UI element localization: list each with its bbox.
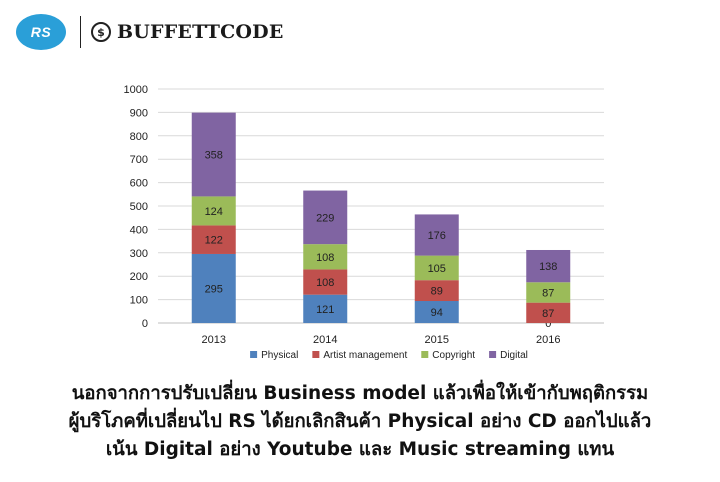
data-label: 124 xyxy=(205,206,223,218)
bar-segment-digital xyxy=(526,249,571,283)
stacked-bar-chart: 0 100 200 300 400 500 600 700 800 900 1000 295 122 12… xyxy=(124,84,604,361)
legend-swatch xyxy=(250,351,258,358)
data-label: 0 xyxy=(545,318,551,330)
y-tick-label: 1000 xyxy=(124,84,148,96)
bar-segment-artist-management xyxy=(526,302,571,323)
bar-segment-artist-management xyxy=(191,225,236,254)
legend-label: Artist management xyxy=(323,350,407,361)
data-label: 108 xyxy=(316,252,334,264)
legend-label: Digital xyxy=(500,350,528,361)
bar-segment-digital xyxy=(191,112,236,197)
y-tick-label: 300 xyxy=(130,248,148,260)
bar-segment-copyright xyxy=(414,255,459,281)
header-divider xyxy=(80,16,81,48)
buffettcode-coin-icon: $ xyxy=(91,22,111,42)
bar-segment-digital xyxy=(303,190,348,245)
data-label: 122 xyxy=(205,235,223,247)
site-name: BUFFETTCODE xyxy=(117,21,284,43)
y-tick-label: 800 xyxy=(130,131,148,143)
y-tick-label: 600 xyxy=(130,178,148,190)
data-label: 138 xyxy=(539,261,557,273)
bar-segment-copyright xyxy=(191,196,236,226)
x-tick-label: 2014 xyxy=(313,334,337,346)
bar-segment-copyright xyxy=(303,244,348,270)
data-label: 87 xyxy=(542,308,554,320)
legend-swatch xyxy=(489,351,497,358)
data-label: 89 xyxy=(431,286,443,298)
caption: นอกจากการปรับเปลี่ยน Business model แล้ว… xyxy=(10,380,710,464)
bar-segment-artist-management xyxy=(303,269,348,295)
data-label: 295 xyxy=(205,283,223,295)
bar-segment-physical xyxy=(303,294,348,323)
bar-segment-digital xyxy=(414,214,459,256)
y-tick-label: 500 xyxy=(130,201,148,213)
y-tick-label: 200 xyxy=(130,271,148,283)
y-tick-label: 100 xyxy=(130,295,148,307)
x-tick-label: 2016 xyxy=(536,334,560,346)
caption-line-1: นอกจากการปรับเปลี่ยน Business model แล้ว… xyxy=(71,383,649,404)
bar-segment-physical xyxy=(414,301,459,323)
bar-segment-artist-management xyxy=(414,280,459,302)
rs-logo: RS xyxy=(16,14,66,50)
data-label: 87 xyxy=(542,287,554,299)
bar-segment-physical xyxy=(191,253,236,323)
caption-line-2: ผู้บริโภคที่เปลี่ยนไป RS ได้ยกเลิกสินค้า… xyxy=(68,411,652,432)
data-label: 108 xyxy=(316,277,334,289)
y-tick-label: 900 xyxy=(130,107,148,119)
data-label: 94 xyxy=(431,307,443,319)
caption-line-3: เน้น Digital อย่าง Youtube และ Music str… xyxy=(105,439,615,460)
data-label: 176 xyxy=(428,230,446,242)
x-tick-label: 2013 xyxy=(202,334,226,346)
legend-swatch xyxy=(421,351,429,358)
x-tick-label: 2015 xyxy=(425,334,449,346)
data-label: 105 xyxy=(428,263,446,275)
data-label: 229 xyxy=(316,212,334,224)
y-tick-label: 700 xyxy=(130,154,148,166)
legend-label: Physical xyxy=(261,350,298,361)
header: RS $ BUFFETTCODE xyxy=(16,10,284,54)
y-tick-label: 400 xyxy=(130,224,148,236)
bar-segment-copyright xyxy=(526,282,571,303)
legend-swatch xyxy=(312,351,320,358)
data-label: 358 xyxy=(205,150,223,162)
y-tick-label: 0 xyxy=(142,318,148,330)
legend-label: Copyright xyxy=(432,350,475,361)
data-label: 121 xyxy=(316,304,334,316)
